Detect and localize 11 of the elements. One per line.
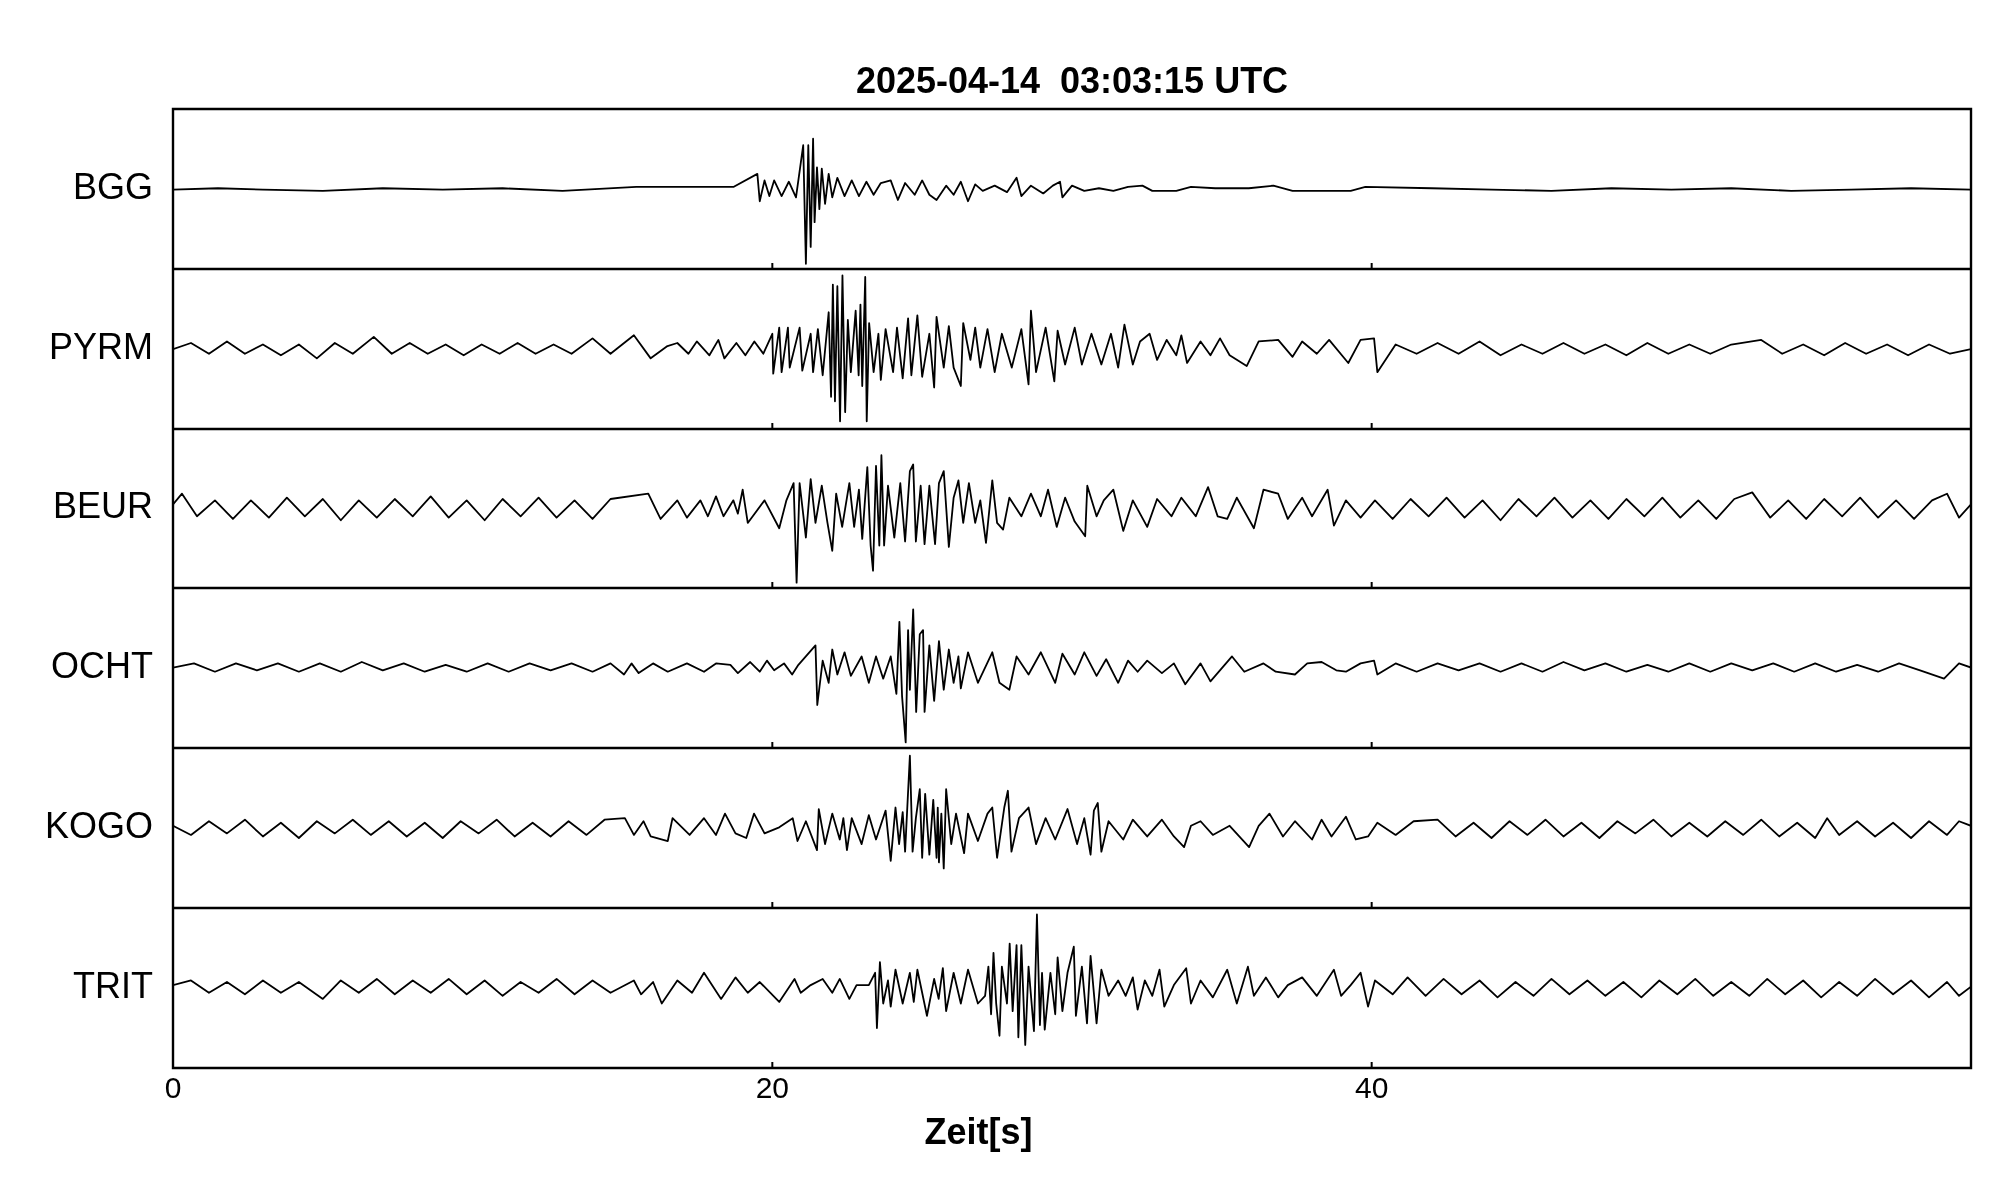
x-tick-label: 20 bbox=[755, 1071, 790, 1105]
y-axis-title: TRIT bbox=[73, 964, 154, 1006]
x-axis-title: Zeit[s] bbox=[924, 1110, 1033, 1152]
y-axis-title: BEUR bbox=[52, 485, 153, 527]
y-axis-title: KOGO bbox=[44, 804, 153, 846]
x-tick-label: 40 bbox=[1354, 1071, 1389, 1105]
chart-title: 2025-04-14 03:03:15 UTC bbox=[855, 59, 1289, 101]
y-axis-title: OCHT bbox=[51, 644, 153, 686]
y-axis-title: PYRM bbox=[48, 325, 153, 367]
x-tick-label: 0 bbox=[164, 1071, 182, 1105]
y-axis-title: BGG bbox=[72, 165, 153, 207]
